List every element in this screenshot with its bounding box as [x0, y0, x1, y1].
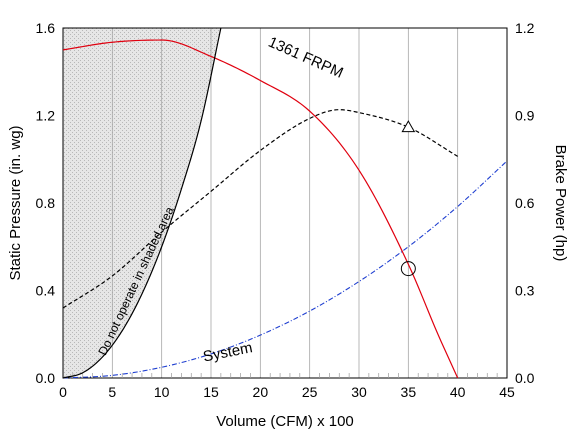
y-right-tick-label: 0.0 — [515, 370, 535, 386]
y-left-tick-labels: 0.0 0.4 0.8 1.2 1.6 — [36, 20, 56, 386]
x-tick-label: 0 — [59, 384, 67, 400]
y-right-tick-label: 0.9 — [515, 108, 535, 124]
vertical-grid — [111, 28, 459, 378]
x-tick-label: 40 — [450, 384, 466, 400]
y-left-tick-label: 1.6 — [36, 20, 56, 36]
y-left-tick-label: 0.0 — [36, 370, 56, 386]
shaded-area-fill — [63, 28, 221, 378]
annotation-fan-speed: 1361 FRPM — [266, 34, 346, 82]
x-tick-label: 20 — [253, 384, 269, 400]
x-axis-title: Volume (CFM) x 100 — [216, 413, 354, 430]
brake-power-marker — [401, 120, 416, 133]
no-operate-shaded-area — [63, 28, 221, 378]
series-layer — [62, 27, 508, 379]
y-right-tick-label: 0.6 — [515, 195, 535, 211]
minor-ticks — [72, 373, 498, 378]
x-tick-label: 35 — [401, 384, 417, 400]
x-tick-label: 30 — [351, 384, 367, 400]
y-left-tick-label: 0.4 — [36, 283, 56, 299]
x-tick-label: 10 — [154, 384, 170, 400]
plot-frame — [62, 27, 508, 379]
series-line-0 — [62, 39, 459, 379]
x-tick-label: 5 — [108, 384, 116, 400]
series-line-1 — [62, 109, 458, 309]
y-right-tick-labels: 0.0 0.3 0.6 0.9 1.2 — [515, 20, 535, 386]
x-tick-label: 15 — [203, 384, 219, 400]
y-right-tick-label: 0.3 — [515, 283, 535, 299]
operating-point-marker — [400, 261, 416, 277]
y-left-axis-title: Static Pressure (in. wg) — [7, 125, 24, 280]
y-left-tick-label: 0.8 — [36, 195, 56, 211]
series-line-2 — [62, 160, 508, 379]
marker-layer — [400, 120, 416, 277]
y-right-axis-title: Brake Power (hp) — [552, 145, 569, 262]
x-tick-labels: 0 5 10 15 20 25 30 35 40 45 — [59, 384, 515, 400]
x-tick-label: 25 — [302, 384, 318, 400]
annotation-system: System — [202, 339, 254, 365]
series-line-3 — [62, 27, 222, 379]
y-left-tick-label: 1.2 — [36, 108, 56, 124]
x-tick-label: 45 — [499, 384, 515, 400]
y-right-tick-label: 1.2 — [515, 20, 535, 36]
